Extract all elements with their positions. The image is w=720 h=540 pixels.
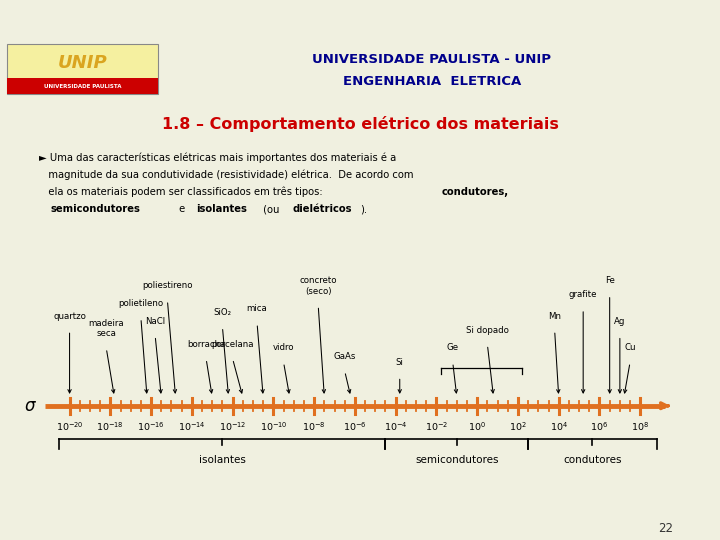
Text: porcelana: porcelana <box>212 340 254 349</box>
Text: σ: σ <box>24 397 35 415</box>
Text: ► Uma das características elétricas mais importantes dos materiais é a: ► Uma das características elétricas mais… <box>39 153 396 163</box>
Text: $10^{-16}$: $10^{-16}$ <box>138 421 165 434</box>
Text: madeira
seca: madeira seca <box>89 319 124 338</box>
Text: 22: 22 <box>659 522 673 535</box>
Text: GaAs: GaAs <box>333 353 356 361</box>
Text: UNIP: UNIP <box>58 53 108 72</box>
Text: UNIVERSIDADE PAULISTA - UNIP: UNIVERSIDADE PAULISTA - UNIP <box>312 53 552 66</box>
Text: $10^{-4}$: $10^{-4}$ <box>384 421 408 434</box>
Text: condutores: condutores <box>563 455 621 465</box>
Text: ela os materiais podem ser classificados em três tipos:: ela os materiais podem ser classificados… <box>39 187 325 198</box>
Text: semicondutores: semicondutores <box>50 204 140 214</box>
Text: dielétricos: dielétricos <box>292 204 352 214</box>
Text: $10^{0}$: $10^{0}$ <box>468 421 486 434</box>
Text: isolantes: isolantes <box>199 455 246 465</box>
Text: 1.8 – Comportamento elétrico dos materiais: 1.8 – Comportamento elétrico dos materia… <box>161 116 559 132</box>
Text: ).: ). <box>360 204 367 214</box>
Text: condutores,: condutores, <box>441 187 508 197</box>
Text: $10^{-20}$: $10^{-20}$ <box>55 421 84 434</box>
Text: Si: Si <box>396 357 404 367</box>
Text: $10^{-6}$: $10^{-6}$ <box>343 421 366 434</box>
Text: Ag: Ag <box>614 317 626 326</box>
Text: e: e <box>176 204 189 214</box>
Text: Cu: Cu <box>624 343 636 353</box>
Text: poliestireno: poliestireno <box>142 281 193 291</box>
Text: Si dopado: Si dopado <box>466 326 509 335</box>
Text: $10^{-12}$: $10^{-12}$ <box>219 421 246 434</box>
Text: $10^{8}$: $10^{8}$ <box>631 421 649 434</box>
Text: $10^{-10}$: $10^{-10}$ <box>259 421 287 434</box>
Text: $10^{-2}$: $10^{-2}$ <box>425 421 448 434</box>
Text: $10^{-14}$: $10^{-14}$ <box>178 421 206 434</box>
Text: Fe: Fe <box>605 276 615 285</box>
Text: polietileno: polietileno <box>118 299 163 308</box>
Text: semicondutores: semicondutores <box>415 455 498 465</box>
Text: magnitude da sua condutividade (resistividade) elétrica.  De acordo com: magnitude da sua condutividade (resistiv… <box>39 170 413 180</box>
Text: concreto
(seco): concreto (seco) <box>300 276 337 296</box>
FancyBboxPatch shape <box>7 44 158 94</box>
Text: quartzo: quartzo <box>53 312 86 321</box>
Text: NaCl: NaCl <box>145 317 165 326</box>
Text: vidro: vidro <box>273 343 294 353</box>
Text: ENGENHARIA  ELETRICA: ENGENHARIA ELETRICA <box>343 75 521 88</box>
Text: grafite: grafite <box>569 291 598 299</box>
Text: UNIVERSIDADE PAULISTA: UNIVERSIDADE PAULISTA <box>44 84 122 89</box>
Text: borracha: borracha <box>187 340 225 349</box>
Text: $10^{-8}$: $10^{-8}$ <box>302 421 326 434</box>
Text: mica: mica <box>247 305 267 313</box>
FancyBboxPatch shape <box>7 78 158 94</box>
Text: $10^{4}$: $10^{4}$ <box>550 421 567 434</box>
Text: $10^{6}$: $10^{6}$ <box>590 421 608 434</box>
Text: SiO₂: SiO₂ <box>213 308 232 317</box>
Text: Ge: Ge <box>446 343 459 353</box>
Text: isolantes: isolantes <box>197 204 247 214</box>
Text: $10^{2}$: $10^{2}$ <box>509 421 527 434</box>
Text: $10^{-18}$: $10^{-18}$ <box>96 421 124 434</box>
Text: (ou: (ou <box>260 204 282 214</box>
Text: Mn: Mn <box>548 312 561 321</box>
